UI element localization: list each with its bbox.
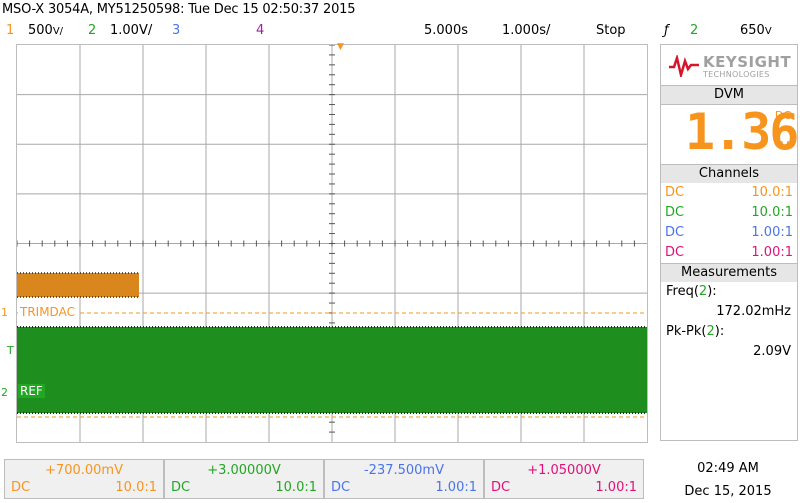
channel-row-2[interactable]: DC 10.0:1 — [665, 203, 793, 222]
ch1-ground-marker[interactable]: 1 — [1, 306, 8, 319]
trigger-level-unit: V — [764, 26, 772, 37]
ch2-number[interactable]: 2 — [88, 23, 97, 38]
meas-channel: 2 — [706, 324, 715, 339]
brand-area: KEYSIGHT TECHNOLOGIES — [661, 45, 797, 85]
trigger-level-value: 650 — [740, 23, 765, 38]
channel-coupling: DC — [665, 245, 685, 260]
ch1-coupling: DC — [11, 480, 31, 495]
ch2-probe: 10.0:1 — [275, 480, 317, 495]
ch1-scale-unit: V/ — [52, 26, 64, 37]
channel-row-1[interactable]: DC 10.0:1 — [665, 183, 793, 202]
measurement-label-pkpk[interactable]: Pk-Pk(2): — [666, 324, 724, 339]
ch3-coupling: DC — [331, 480, 351, 495]
ch2-scale[interactable]: 1.00V/ — [110, 23, 153, 38]
top-status-bar: 1 500V/ 2 1.00V/ 3 4 5.000s 1.000s/ Stop… — [0, 22, 800, 42]
ch4-offset-box[interactable]: +1.05000V DC 1.00:1 — [484, 459, 644, 499]
ch4-number[interactable]: 4 — [256, 23, 265, 38]
ch2-offset-box[interactable]: +3.00000V DC 10.0:1 — [164, 459, 324, 499]
keysight-logo-icon — [669, 55, 699, 77]
dvm-unit: V — [780, 139, 789, 153]
brand-name: KEYSIGHT — [703, 53, 792, 71]
channel-coupling: DC — [665, 185, 685, 200]
channel-row-3[interactable]: DC 1.00:1 — [665, 223, 793, 242]
waveform-graticule[interactable] — [16, 44, 648, 443]
trigger-channel[interactable]: 2 — [690, 23, 699, 38]
measurements-header[interactable]: Measurements — [661, 263, 797, 283]
channel-probe: 1.00:1 — [751, 225, 793, 240]
trigger-level[interactable]: 650V — [740, 23, 772, 38]
trigger-level-marker[interactable]: T — [7, 344, 14, 357]
meas-label-close: ): — [714, 324, 725, 339]
time-position[interactable]: 5.000s — [424, 23, 468, 38]
run-state[interactable]: Stop — [596, 23, 626, 38]
ch2-ground-marker[interactable]: 2 — [1, 386, 8, 399]
ch2-offset: +3.00000V — [207, 463, 281, 478]
measurement-value-freq: 172.02mHz — [716, 304, 791, 319]
ch3-number[interactable]: 3 — [172, 23, 181, 38]
meas-label-text: Pk-Pk( — [666, 324, 707, 339]
ch4-offset: +1.05000V — [527, 463, 601, 478]
trigger-edge-icon: ƒ — [664, 23, 669, 38]
ch3-offset: -237.500mV — [363, 463, 444, 478]
ch4-coupling: DC — [491, 480, 511, 495]
dvm-display: 1.36 DC V — [661, 103, 799, 165]
channels-list: DC 10.0:1 DC 10.0:1 DC 1.00:1 DC 1.00:1 — [661, 183, 797, 263]
measurement-value-pkpk: 2.09V — [753, 344, 791, 359]
ch4-probe: 1.00:1 — [595, 480, 637, 495]
channel-probe: 1.00:1 — [751, 245, 793, 260]
brand-subtitle: TECHNOLOGIES — [703, 70, 770, 79]
dvm-mode: DC — [774, 109, 791, 122]
ch1-number[interactable]: 1 — [6, 23, 15, 38]
bottom-channel-bar: +700.00mV DC 10.0:1 +3.00000V DC 10.0:1 … — [0, 455, 800, 503]
window-title: MSO-X 3054A, MY51250598: Tue Dec 15 02:5… — [2, 2, 356, 17]
ch1-offset-box[interactable]: +700.00mV DC 10.0:1 — [4, 459, 164, 499]
graticule-svg — [17, 45, 647, 442]
ch1-scale-value: 500 — [28, 23, 53, 38]
ch3-offset-box[interactable]: -237.500mV DC 1.00:1 — [324, 459, 484, 499]
channel-probe: 10.0:1 — [751, 205, 793, 220]
ch1-offset: +700.00mV — [45, 463, 123, 478]
measurement-label-freq[interactable]: Freq(2): — [666, 284, 717, 299]
channel-coupling: DC — [665, 205, 685, 220]
ch1-probe: 10.0:1 — [115, 480, 157, 495]
dvm-header[interactable]: DVM — [661, 85, 797, 105]
ch1-trace-label: TRIMDAC — [18, 305, 77, 319]
meas-label-text: Freq( — [666, 284, 699, 299]
ch1-trace-band — [17, 273, 139, 297]
channel-row-4[interactable]: DC 1.00:1 — [665, 243, 793, 262]
channels-header[interactable]: Channels — [661, 164, 797, 184]
meas-label-close: ): — [707, 284, 717, 299]
channel-probe: 10.0:1 — [751, 185, 793, 200]
channel-coupling: DC — [665, 225, 685, 240]
clock-time: 02:49 AM — [697, 461, 759, 476]
measurements-list: Freq(2): 172.02mHz Pk-Pk(2): 2.09V — [661, 282, 797, 440]
dvm-value: 1.36 — [685, 103, 799, 161]
meas-channel: 2 — [698, 284, 708, 299]
ch2-coupling: DC — [171, 480, 191, 495]
time-reference-marker: ▼ — [337, 42, 344, 52]
time-scale[interactable]: 1.000s/ — [502, 23, 551, 38]
ch2-trace-band — [17, 327, 647, 413]
clock-date: Dec 15, 2015 — [684, 484, 772, 499]
side-panel: KEYSIGHT TECHNOLOGIES DVM 1.36 DC V Chan… — [660, 44, 799, 441]
ch2-trace-label: REF — [18, 384, 45, 398]
ch1-scale[interactable]: 500V/ — [28, 23, 63, 38]
ch3-probe: 1.00:1 — [435, 480, 477, 495]
